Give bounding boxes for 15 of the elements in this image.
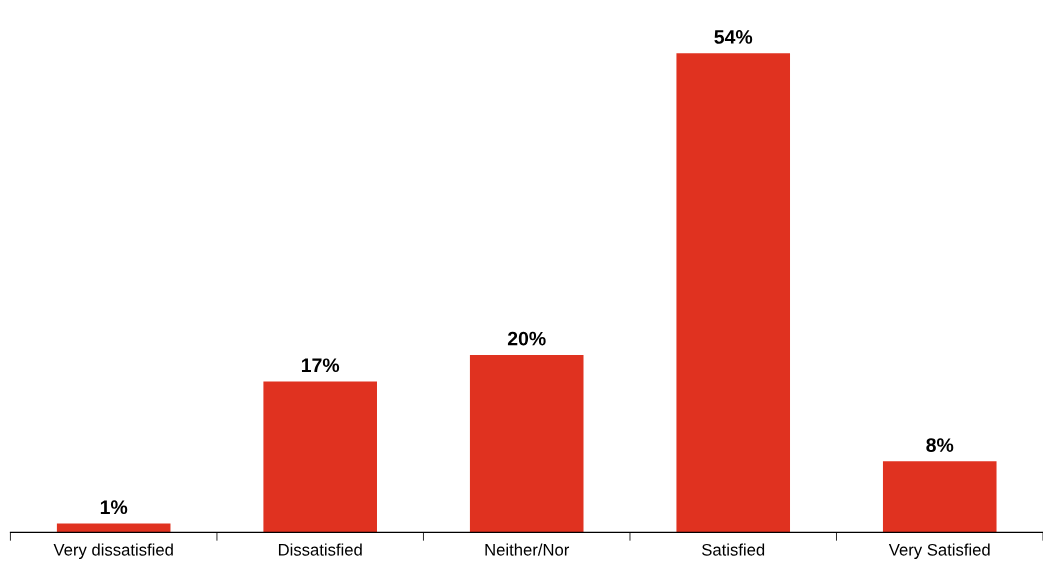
bar [676,53,791,533]
x-tick-label: Very Satisfied [888,543,990,559]
data-label: 17% [301,358,340,373]
data-label: 1% [100,500,128,515]
data-label: 20% [507,331,546,346]
bar [469,354,584,533]
x-tick-label: Satisfied [702,543,765,556]
x-tick-label: Dissatisfied [278,543,362,556]
bar [882,461,997,533]
bar [263,381,377,533]
data-label: 54% [714,30,753,44]
bar [56,523,171,533]
data-label: 8% [926,438,954,452]
x-tick-label: Very dissatisfied [53,543,173,559]
x-tick-label: Neither/Nor [485,543,570,556]
